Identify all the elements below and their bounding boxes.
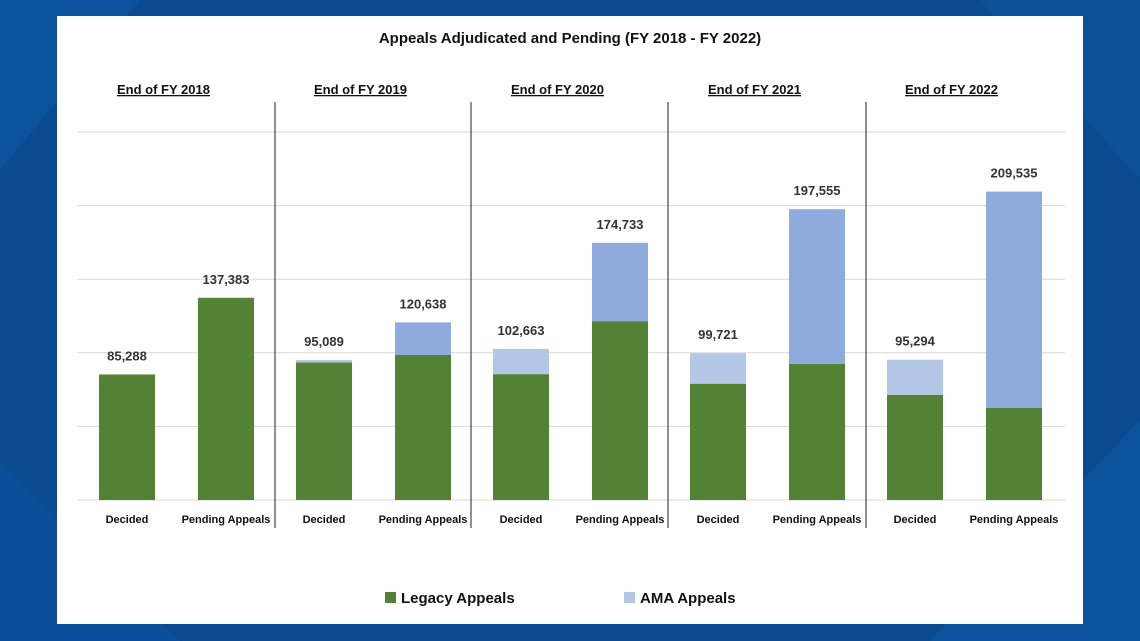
data-label: 120,638 xyxy=(400,296,447,311)
group-label: End of FY 2021 xyxy=(708,82,801,97)
data-label: 174,733 xyxy=(597,217,644,232)
bar-ama xyxy=(789,209,845,364)
group-label: End of FY 2018 xyxy=(117,82,210,97)
bar-legacy xyxy=(887,394,943,500)
bars xyxy=(99,191,1042,500)
chart-title: Appeals Adjudicated and Pending (FY 2018… xyxy=(379,30,761,47)
bar-legacy xyxy=(592,321,648,500)
bar-ama xyxy=(887,359,943,395)
category-label: Pending Appeals xyxy=(970,514,1059,526)
data-label: 85,288 xyxy=(107,348,147,363)
bar-ama xyxy=(296,360,352,363)
bar-legacy xyxy=(789,363,845,500)
legend-swatch-legacy xyxy=(385,592,396,603)
category-label: Decided xyxy=(106,514,149,526)
data-label: 209,535 xyxy=(991,166,1038,181)
bar-ama xyxy=(690,353,746,384)
bar-legacy xyxy=(198,297,254,500)
data-label: 95,089 xyxy=(304,334,344,349)
data-label: 95,294 xyxy=(895,334,936,349)
category-label: Pending Appeals xyxy=(379,514,468,526)
legend-label-ama: AMA Appeals xyxy=(640,590,736,607)
category-label: Pending Appeals xyxy=(773,514,862,526)
data-label: 137,383 xyxy=(203,272,250,287)
chart: Appeals Adjudicated and Pending (FY 2018… xyxy=(77,30,1065,607)
group-label: End of FY 2020 xyxy=(511,82,604,97)
legend-label-legacy: Legacy Appeals xyxy=(401,590,515,607)
group-label: End of FY 2019 xyxy=(314,82,407,97)
bar-ama xyxy=(986,191,1042,408)
data-label: 102,663 xyxy=(498,323,545,338)
labels: End of FY 2018 85,288 Decided 137,383 Pendin… xyxy=(106,82,1059,526)
group-separators xyxy=(274,102,867,528)
bar-ama xyxy=(395,322,451,356)
bar-legacy xyxy=(986,408,1042,500)
bar-legacy xyxy=(493,374,549,500)
bar-legacy xyxy=(690,383,746,500)
bar-legacy xyxy=(296,362,352,500)
bar-legacy xyxy=(99,374,155,500)
chart-card: Appeals Adjudicated and Pending (FY 2018… xyxy=(57,16,1083,624)
category-label: Decided xyxy=(697,514,740,526)
category-label: Decided xyxy=(894,514,937,526)
data-label: 197,555 xyxy=(794,183,841,198)
legend-swatch-ama xyxy=(624,592,635,603)
bar-ama xyxy=(592,242,648,322)
group-label: End of FY 2022 xyxy=(905,82,998,97)
category-label: Decided xyxy=(500,514,543,526)
bar-ama xyxy=(493,348,549,375)
category-label: Decided xyxy=(303,514,346,526)
data-label: 99,721 xyxy=(698,327,738,342)
category-label: Pending Appeals xyxy=(182,514,271,526)
legend: Legacy Appeals AMA Appeals xyxy=(385,590,736,607)
category-label: Pending Appeals xyxy=(576,514,665,526)
bar-legacy xyxy=(395,355,451,500)
